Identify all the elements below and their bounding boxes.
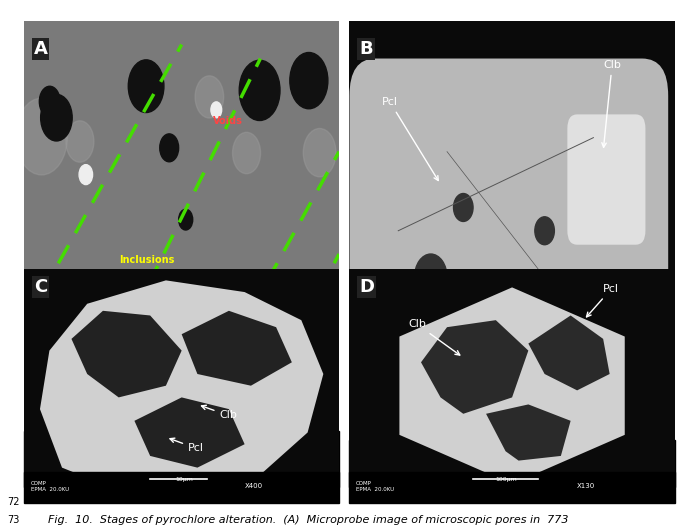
Circle shape xyxy=(66,121,94,162)
Circle shape xyxy=(535,217,554,245)
Polygon shape xyxy=(134,397,244,468)
Circle shape xyxy=(77,396,114,451)
Circle shape xyxy=(160,134,179,162)
Circle shape xyxy=(39,86,60,117)
Bar xyxy=(24,431,339,487)
Text: Fig.  10.  Stages of pyrochlore alteration.  (A)  Microprobe image of microscopi: Fig. 10. Stages of pyrochlore alteration… xyxy=(48,515,569,525)
Text: COMP
EPMA  20.0KU: COMP EPMA 20.0KU xyxy=(356,481,394,492)
Polygon shape xyxy=(40,280,323,491)
Circle shape xyxy=(211,102,221,118)
Circle shape xyxy=(205,366,219,387)
Bar xyxy=(349,472,675,503)
Circle shape xyxy=(201,369,219,395)
Text: D: D xyxy=(359,278,374,296)
Circle shape xyxy=(122,297,179,381)
Circle shape xyxy=(151,374,179,415)
Circle shape xyxy=(290,53,328,109)
Circle shape xyxy=(139,386,153,408)
Text: 10µm: 10µm xyxy=(506,445,523,450)
Circle shape xyxy=(303,128,336,177)
Text: Pcl: Pcl xyxy=(587,284,619,317)
Text: X1,300: X1,300 xyxy=(415,459,434,464)
FancyBboxPatch shape xyxy=(349,59,668,468)
Circle shape xyxy=(520,359,536,382)
Text: A: A xyxy=(34,40,48,58)
FancyBboxPatch shape xyxy=(567,114,646,245)
Text: 10µm: 10µm xyxy=(197,442,218,448)
Circle shape xyxy=(118,302,164,369)
Circle shape xyxy=(266,347,285,375)
Circle shape xyxy=(128,60,164,113)
Circle shape xyxy=(78,305,107,348)
Polygon shape xyxy=(486,404,571,461)
Circle shape xyxy=(453,194,473,221)
Circle shape xyxy=(41,94,72,141)
Circle shape xyxy=(16,98,68,175)
Polygon shape xyxy=(71,311,181,397)
Text: 100µm: 100µm xyxy=(495,477,518,482)
Text: COMP
EPMA  20.0KU: COMP EPMA 20.0KU xyxy=(30,453,69,464)
Text: C: C xyxy=(34,278,47,296)
Text: X2,700: X2,700 xyxy=(260,456,285,462)
Bar xyxy=(24,472,339,503)
Text: 10µm: 10µm xyxy=(175,477,193,482)
Text: Clb: Clb xyxy=(602,60,621,147)
Circle shape xyxy=(219,401,262,464)
Circle shape xyxy=(127,310,140,329)
Polygon shape xyxy=(421,320,529,414)
Text: Pcl: Pcl xyxy=(382,97,438,180)
Text: II 50 BEC: II 50 BEC xyxy=(577,459,601,464)
Text: Inclusions: Inclusions xyxy=(118,255,174,265)
Text: 73: 73 xyxy=(7,515,19,525)
Text: Clb: Clb xyxy=(201,405,237,420)
Circle shape xyxy=(179,209,192,230)
Text: X400: X400 xyxy=(244,484,263,489)
Text: X130: X130 xyxy=(577,484,595,489)
Circle shape xyxy=(566,284,588,317)
Text: COMP
EPMA  20.0KU: COMP EPMA 20.0KU xyxy=(30,481,69,492)
Text: Clb: Clb xyxy=(408,319,459,355)
Text: Voids: Voids xyxy=(213,115,243,126)
Text: B: B xyxy=(359,40,373,58)
Text: 20kV: 20kV xyxy=(356,459,370,464)
Circle shape xyxy=(213,303,242,346)
Circle shape xyxy=(109,379,143,429)
Circle shape xyxy=(67,313,91,350)
Bar xyxy=(349,440,675,487)
Circle shape xyxy=(147,308,179,355)
Text: Pcl: Pcl xyxy=(170,438,204,453)
Circle shape xyxy=(239,60,280,120)
Polygon shape xyxy=(181,311,292,386)
Circle shape xyxy=(195,76,224,118)
Circle shape xyxy=(173,339,217,403)
Polygon shape xyxy=(529,315,610,390)
Circle shape xyxy=(415,254,447,301)
Polygon shape xyxy=(399,287,625,484)
Circle shape xyxy=(79,164,93,185)
Circle shape xyxy=(209,312,216,322)
Circle shape xyxy=(483,305,509,343)
Circle shape xyxy=(233,132,260,173)
Text: 72: 72 xyxy=(7,497,19,507)
